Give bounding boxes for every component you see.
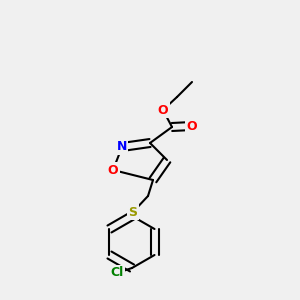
Text: O: O bbox=[108, 164, 118, 176]
Text: S: S bbox=[128, 206, 137, 218]
Text: N: N bbox=[117, 140, 127, 154]
Text: O: O bbox=[187, 119, 197, 133]
Text: Cl: Cl bbox=[110, 266, 124, 280]
Text: O: O bbox=[158, 103, 168, 116]
